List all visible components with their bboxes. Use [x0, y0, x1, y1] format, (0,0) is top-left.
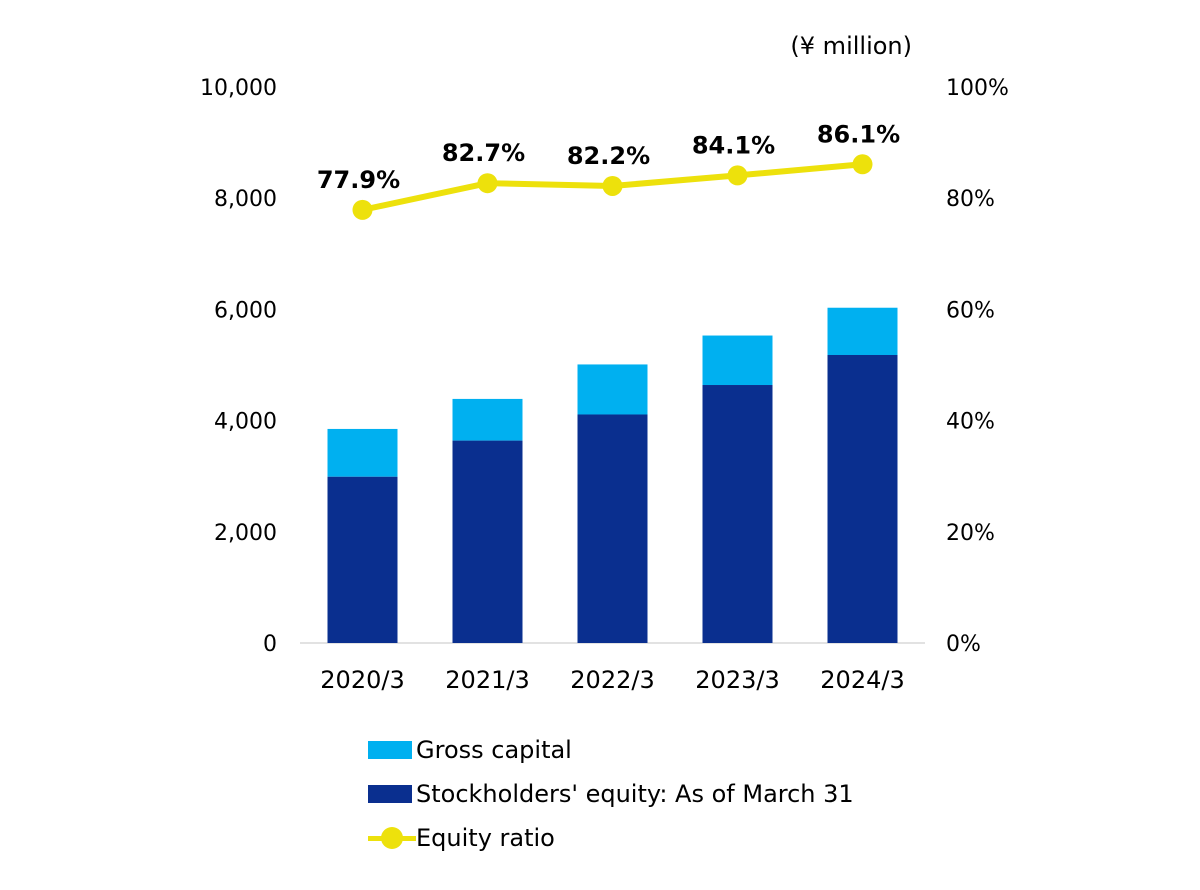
legend-item-stockholders-equity: Stockholders' equity: As of March 31	[368, 772, 854, 816]
y-right-tick-label: 60%	[946, 298, 995, 323]
y-right-tick-label: 20%	[946, 521, 995, 546]
bar-gross-capital	[327, 428, 398, 477]
legend-label-gross-capital: Gross capital	[416, 736, 572, 764]
unit-label: (¥ million)	[790, 32, 912, 60]
legend-label-equity-ratio: Equity ratio	[416, 824, 555, 852]
y-right-tick-label: 40%	[946, 410, 995, 435]
y-right-tick-label: 100%	[946, 76, 1009, 101]
x-tick-label: 2022/3	[570, 666, 654, 694]
y-left-tick-label: 10,000	[200, 76, 277, 101]
legend: Gross capital Stockholders' equity: As o…	[368, 728, 854, 860]
equity-ratio-point	[727, 165, 748, 186]
y-left-tick-label: 6,000	[214, 298, 277, 323]
y-left-tick-label: 8,000	[214, 187, 277, 212]
bar-gross-capital	[452, 398, 523, 441]
legend-item-gross-capital: Gross capital	[368, 728, 854, 772]
equity-ratio-data-label: 86.1%	[817, 120, 900, 148]
y-left-tick-label: 4,000	[214, 410, 277, 435]
y-right-tick-label: 80%	[946, 187, 995, 212]
bar-gross-capital	[827, 307, 898, 355]
bar-stockholders-equity	[827, 354, 898, 643]
y-left-tick-label: 2,000	[214, 521, 277, 546]
equity-ratio-data-label: 82.2%	[567, 142, 650, 170]
equity-ratio-data-label: 82.7%	[442, 139, 525, 167]
equity-ratio-data-label: 77.9%	[317, 166, 400, 194]
equity-ratio-point	[602, 175, 623, 196]
equity-ratio-data-label: 84.1%	[692, 131, 775, 159]
equity-ratio-point	[352, 199, 373, 220]
bar-gross-capital	[702, 335, 773, 386]
bar-stockholders-equity	[577, 414, 648, 643]
equity-ratio-point	[477, 173, 498, 194]
legend-swatch-gross-capital	[368, 741, 412, 759]
x-tick-label: 2021/3	[445, 666, 529, 694]
equity-ratio-point	[852, 154, 873, 175]
y-right-tick-label: 0%	[946, 632, 981, 657]
legend-item-equity-ratio: Equity ratio	[368, 816, 854, 860]
x-tick-label: 2023/3	[695, 666, 779, 694]
bar-gross-capital	[577, 364, 648, 415]
legend-swatch-stockholders-equity	[368, 785, 412, 803]
legend-label-stockholders-equity: Stockholders' equity: As of March 31	[416, 780, 854, 808]
bar-stockholders-equity	[452, 440, 523, 643]
bar-stockholders-equity	[327, 476, 398, 643]
x-tick-label: 2024/3	[820, 666, 904, 694]
bar-stockholders-equity	[702, 385, 773, 643]
y-left-tick-label: 0	[263, 632, 277, 657]
x-tick-label: 2020/3	[320, 666, 404, 694]
legend-swatch-equity-ratio	[368, 827, 416, 849]
